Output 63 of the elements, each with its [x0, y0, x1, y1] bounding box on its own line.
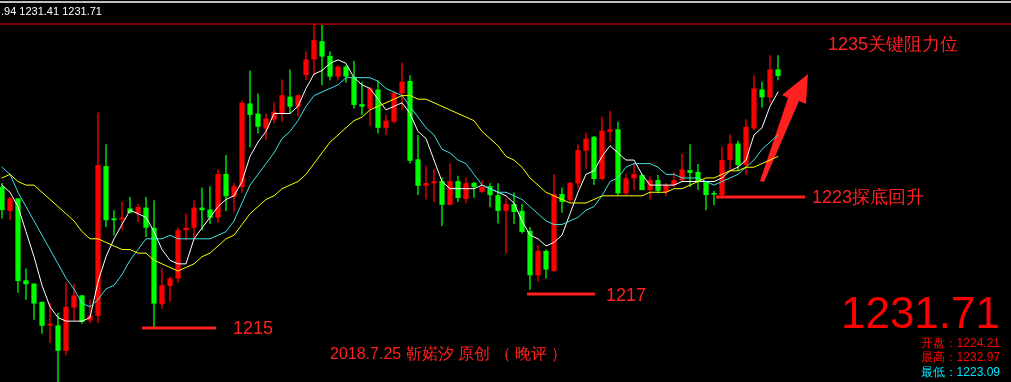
candlestick — [319, 24, 325, 86]
candlestick — [567, 181, 573, 203]
candlestick — [207, 185, 213, 225]
candlestick — [503, 197, 509, 255]
candlestick — [559, 186, 565, 214]
candlestick — [431, 168, 437, 203]
candlestick — [679, 153, 685, 183]
candlestick — [607, 110, 613, 143]
candlestick — [39, 301, 45, 335]
candlestick — [447, 162, 453, 206]
candlestick — [287, 68, 293, 115]
candlestick — [231, 182, 237, 213]
text: 1231.71 — [840, 288, 1000, 337]
text: 最低：1223.09 — [920, 365, 1001, 379]
text: 开盘：1224.21 — [920, 336, 1001, 350]
candlestick — [775, 54, 781, 81]
candlestick — [327, 50, 333, 81]
candlestick — [455, 175, 461, 203]
annotation: 1215 — [233, 318, 274, 338]
candlestick — [111, 209, 117, 236]
text: 1235关键阻力位 — [828, 34, 959, 54]
candlestick — [7, 196, 13, 221]
candlestick — [399, 62, 405, 111]
candlestick — [495, 182, 501, 225]
candlestick — [439, 176, 445, 227]
candlestick — [183, 212, 189, 241]
candlestick — [23, 267, 29, 301]
candlestick — [263, 112, 269, 141]
text: 最高：1232.97 — [920, 350, 1001, 364]
candlestick — [223, 154, 229, 212]
candlestick — [71, 282, 77, 322]
text: .94 1231.41 1231.71 — [1, 5, 102, 17]
candlestick — [543, 248, 549, 280]
annotation: 1217 — [606, 285, 647, 305]
candlestick — [31, 282, 37, 321]
candlestick — [735, 140, 741, 171]
candlestick — [583, 132, 589, 170]
candlestick — [727, 133, 733, 173]
candlestick — [631, 162, 637, 191]
candlestick — [167, 275, 173, 303]
candlestick — [135, 203, 141, 223]
candlestick — [423, 165, 429, 201]
candlestick — [623, 172, 629, 196]
candlestick — [463, 176, 469, 205]
candlestick — [359, 80, 365, 116]
candlestick — [759, 80, 765, 109]
candlestick — [143, 196, 149, 238]
annotation: 2018.7.25 靳婼汐 原创 （ 晚评 ） — [330, 345, 568, 362]
candlestick — [191, 199, 197, 241]
candlestick — [511, 191, 517, 225]
candlestick — [199, 186, 205, 231]
candlestick — [255, 92, 261, 135]
candlestick — [687, 143, 693, 188]
candlestick — [367, 86, 373, 127]
candlestick — [0, 182, 5, 220]
candlestick — [471, 181, 477, 199]
candlestick — [303, 50, 309, 81]
candlestick — [247, 69, 253, 149]
candlestick — [383, 114, 389, 136]
candlestick — [279, 78, 285, 123]
text: 1223探底回升 — [812, 187, 925, 207]
candlestick — [703, 181, 709, 211]
candlestick — [159, 267, 165, 310]
